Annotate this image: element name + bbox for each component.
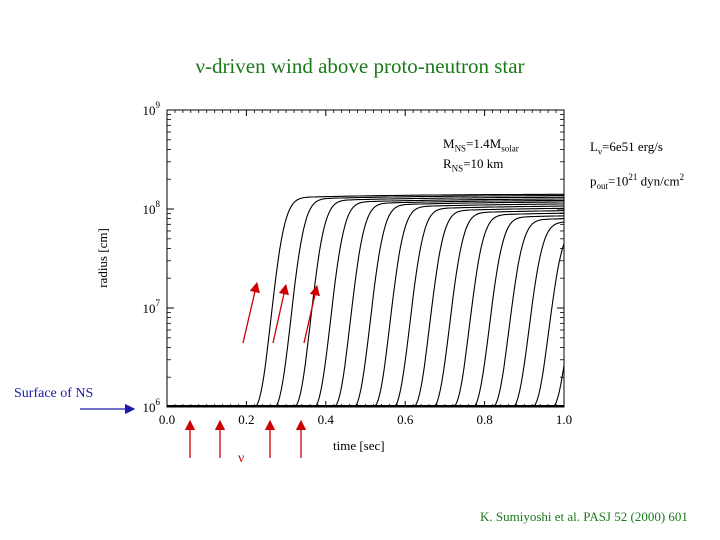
pressure-annotation: pout=1021 dyn/cm2 xyxy=(590,172,685,191)
trajectory-line xyxy=(167,203,564,407)
curve-group xyxy=(167,193,564,407)
trajectory-line xyxy=(167,195,564,407)
x-tick-label: 0.4 xyxy=(318,412,335,427)
wind-arrow xyxy=(272,283,289,344)
trajectory-line xyxy=(167,215,564,407)
x-tick-label: 0.2 xyxy=(238,412,254,427)
trajectory-line xyxy=(167,198,564,407)
trajectory-line xyxy=(167,196,564,407)
trajectory-line xyxy=(167,210,564,407)
y-tick-label: 108 xyxy=(143,199,161,217)
y-tick-label: 106 xyxy=(143,397,161,415)
mass-annotation: MNS=1.4Msolar xyxy=(443,136,519,154)
trajectory-line xyxy=(167,243,564,407)
citation: K. Sumiyoshi et al. PASJ 52 (2000) 601 xyxy=(480,509,688,524)
wind-arrow xyxy=(303,284,320,344)
trajectory-line xyxy=(167,199,564,407)
neutrino-label: ν xyxy=(238,451,245,466)
x-axis-label: time [sec] xyxy=(333,438,385,453)
trajectory-line xyxy=(167,221,564,407)
x-tick-label: 0.6 xyxy=(397,412,414,427)
y-axis-label: radius [cm] xyxy=(95,228,110,288)
trajectory-line xyxy=(167,205,564,407)
trajectory-line xyxy=(167,193,564,407)
axes-group: 0.0 0.2 0.4 0.6 0.8 1.0 106 107 108 109 xyxy=(143,100,573,427)
trajectory-line xyxy=(167,218,564,407)
x-tick-label: 1.0 xyxy=(556,412,572,427)
neutrino-arrows xyxy=(184,281,320,458)
trajectory-line xyxy=(167,201,564,407)
trajectory-line xyxy=(167,207,564,407)
trajectory-line xyxy=(167,212,564,407)
chart-title: ν-driven wind above proto-neutron star xyxy=(195,54,525,78)
x-tick-label: 0.8 xyxy=(476,412,492,427)
wind-arrow xyxy=(242,281,260,344)
trajectory-line xyxy=(167,365,564,407)
surface-of-ns-label: Surface of NS xyxy=(14,386,94,401)
y-tick-label: 109 xyxy=(143,100,161,118)
x-tick-label: 0.0 xyxy=(159,412,175,427)
radius-annotation: RNS=10 km xyxy=(443,156,504,174)
y-tick-label: 107 xyxy=(143,298,161,316)
luminosity-annotation: Lν=6e51 erg/s xyxy=(590,139,663,157)
